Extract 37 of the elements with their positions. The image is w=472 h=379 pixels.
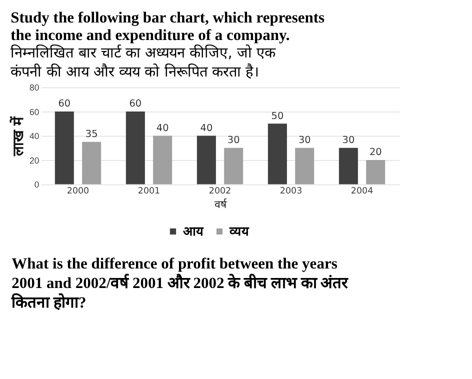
data-label: 30 (342, 135, 355, 146)
x-tick-label: 2003 (280, 186, 302, 196)
data-label: 60 (58, 98, 71, 110)
bar (153, 136, 172, 184)
data-label: 30 (227, 135, 240, 146)
chart-subtitle: निम्नलिखित बार चार्ट का अध्ययन कीजिए, जो एक कंपनी की आय और व्यय को निरूपित करता है। (10, 44, 277, 81)
y-tick-label: 60 (30, 106, 40, 117)
bar (196, 136, 216, 184)
y-tick-label: 80 (30, 82, 40, 93)
x-tick-label: 2002 (208, 186, 232, 196)
data-label: 60 (129, 98, 142, 110)
data-label: 40 (200, 122, 213, 134)
y-axis-title: लाख में (8, 116, 27, 157)
x-tick-label: 2004 (350, 186, 374, 196)
bar (82, 142, 102, 184)
x-tick-label: 2001 (138, 186, 160, 196)
y-tick-label: 40 (30, 131, 40, 142)
y-tick-label: 20 (30, 155, 40, 166)
chart-title: Study the following bar chart, which represents the income and expenditure of a company. (10, 9, 325, 44)
bar (366, 160, 386, 184)
data-label: 30 (298, 135, 311, 146)
data-label: 40 (156, 122, 169, 134)
data-label: 20 (369, 147, 382, 158)
legend-label: व्यय (228, 224, 250, 238)
bar (338, 148, 358, 184)
bar (54, 112, 74, 184)
data-label: 50 (271, 110, 284, 122)
text: What is the difference of profit between the years 2001 and 2002/वर्ष 2001 और 2002 के बीच लाभ का अंतर कितना होगा? (10, 256, 349, 312)
bar (295, 148, 314, 184)
data-label: 35 (85, 128, 98, 140)
y-tick-label: 0 (34, 180, 40, 190)
bar (224, 148, 244, 184)
x-axis-title: वर्ष (214, 198, 228, 211)
bar (268, 124, 287, 184)
bar (126, 112, 145, 184)
x-tick-label: 2000 (66, 186, 90, 196)
legend-label: आय (183, 224, 204, 238)
